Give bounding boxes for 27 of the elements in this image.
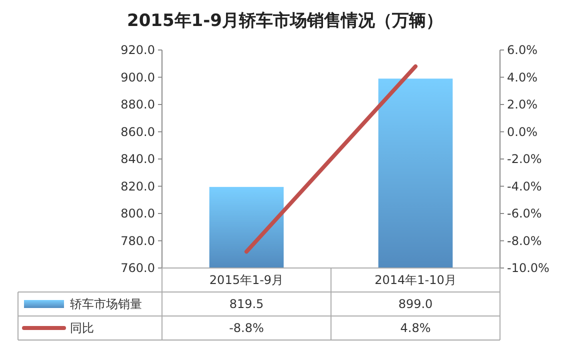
y2-tick-label: -2.0% — [507, 152, 542, 166]
y-tick-label: 840.0 — [120, 152, 155, 166]
chart-title: 2015年1-9月轿车市场销售情况（万辆） — [126, 11, 444, 31]
y2-tick-label: 2.0% — [507, 98, 538, 112]
data-label: 819.5 — [229, 297, 264, 312]
x-tick-label: 2015年1-9月 — [209, 273, 284, 288]
y2-tick-label: 4.0% — [507, 70, 538, 84]
y-tick-label: 900.0 — [120, 70, 155, 84]
y2-tick-label: -4.0% — [507, 179, 542, 194]
y-tick-label: 760.0 — [120, 261, 155, 276]
y-tick-label: 860.0 — [120, 124, 155, 139]
data-label: 899.0 — [398, 297, 433, 312]
y-tick-label: 920.0 — [120, 43, 155, 58]
y2-tick-label: -8.0% — [507, 234, 542, 248]
y2-tick-label: -10.0% — [507, 261, 550, 276]
y2-tick-label: -6.0% — [507, 206, 542, 221]
legend-label: 同比 — [70, 321, 94, 336]
legend-label: 轿车市场销量 — [70, 297, 142, 312]
x-tick-label: 2014年1-10月 — [374, 273, 456, 288]
y2-tick-label: 6.0% — [507, 43, 538, 58]
y-tick-label: 880.0 — [120, 98, 155, 112]
data-label: -8.8% — [229, 321, 264, 336]
y-tick-label: 800.0 — [120, 206, 155, 221]
y2-tick-label: 0.0% — [507, 124, 538, 139]
y-tick-label: 780.0 — [120, 234, 155, 248]
data-label: 4.8% — [400, 321, 431, 336]
y-tick-label: 820.0 — [120, 179, 155, 194]
